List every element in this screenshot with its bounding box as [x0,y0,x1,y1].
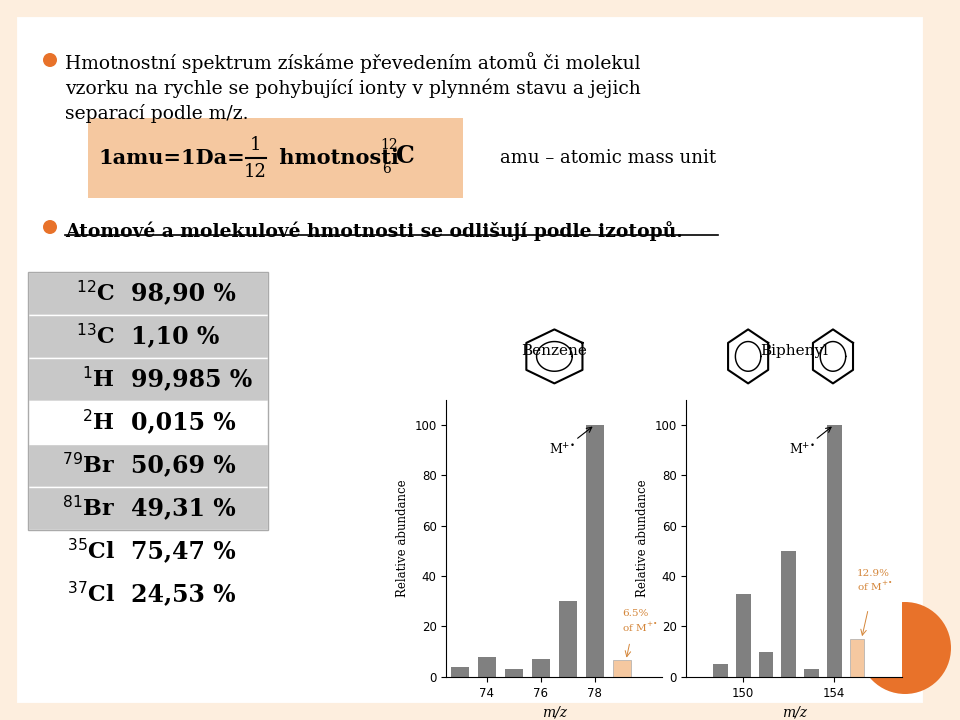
Bar [28,573,268,616]
Text: Hmotnostní spektrum získáme převedením atomů či molekul: Hmotnostní spektrum získáme převedením a… [65,52,640,73]
Bar [736,593,751,677]
Text: 6: 6 [382,162,391,176]
X-axis label: m/z: m/z [781,705,807,719]
Bar [781,551,796,677]
Circle shape [859,602,951,694]
Text: vzorku na rychle se pohybující ionty v plynném stavu a jejich: vzorku na rychle se pohybující ionty v p… [65,78,640,97]
Text: 1,10 %: 1,10 % [131,325,220,348]
Text: 12: 12 [244,163,267,181]
Text: 1amu=1Da=: 1amu=1Da= [98,148,245,168]
Bar [28,272,268,530]
Text: hmotnosti: hmotnosti [272,148,406,168]
Bar [613,660,631,677]
Bar [827,425,842,677]
Bar [532,660,550,677]
Text: $^{35}$Cl: $^{35}$Cl [67,539,115,564]
Text: 0,015 %: 0,015 % [131,410,236,434]
X-axis label: m/z: m/z [541,705,567,719]
Bar [559,601,577,677]
Text: 98,90 %: 98,90 % [131,282,236,305]
Text: C: C [396,144,415,168]
Bar [28,530,268,573]
Bar [478,657,495,677]
Bar [804,670,819,677]
Bar [587,425,604,677]
Text: $^{81}$Br: $^{81}$Br [61,496,115,521]
FancyBboxPatch shape [15,15,925,705]
Bar [28,315,268,358]
Bar [758,652,774,677]
Text: $^{1}$H: $^{1}$H [83,367,115,392]
Text: amu – atomic mass unit: amu – atomic mass unit [500,149,716,167]
Bar [28,358,268,401]
Text: $^{13}$C: $^{13}$C [76,324,115,349]
Title: Biphenyl: Biphenyl [760,344,828,358]
Text: separací podle m/z.: separací podle m/z. [65,104,249,123]
Text: $^{12}$C: $^{12}$C [76,281,115,306]
Text: 12.9%
of M$^{+•}$: 12.9% of M$^{+•}$ [857,569,893,593]
Bar [930,15,960,705]
Text: $^{79}$Br: $^{79}$Br [61,453,115,478]
Y-axis label: Relative abundance: Relative abundance [636,480,649,597]
Bar [505,670,522,677]
Text: $^{37}$Cl: $^{37}$Cl [67,582,115,607]
Bar [713,664,728,677]
Text: 12: 12 [380,138,397,152]
Text: M$^{+•}$: M$^{+•}$ [789,427,831,458]
Text: 50,69 %: 50,69 % [131,454,236,477]
Bar [28,444,268,487]
Circle shape [43,53,57,67]
Text: 1: 1 [250,136,261,154]
Bar [28,487,268,530]
FancyBboxPatch shape [88,118,463,198]
Bar [850,639,864,677]
Text: M$^{+•}$: M$^{+•}$ [549,427,591,458]
Y-axis label: Relative abundance: Relative abundance [396,480,409,597]
Bar [28,401,268,444]
Bar [28,272,268,315]
Bar [451,667,468,677]
Text: Atomové a molekulové hmotnosti se odlišují podle izotopů.: Atomové a molekulové hmotnosti se odlišu… [65,221,683,241]
Text: 49,31 %: 49,31 % [131,497,236,521]
Title: Benzene: Benzene [521,344,588,358]
Text: $^{2}$H: $^{2}$H [83,410,115,435]
Text: 6.5%
of M$^{+•}$: 6.5% of M$^{+•}$ [622,609,658,634]
Circle shape [43,220,57,234]
Text: 75,47 %: 75,47 % [131,539,236,564]
Text: 24,53 %: 24,53 % [131,582,235,606]
Text: 99,985 %: 99,985 % [131,367,252,392]
